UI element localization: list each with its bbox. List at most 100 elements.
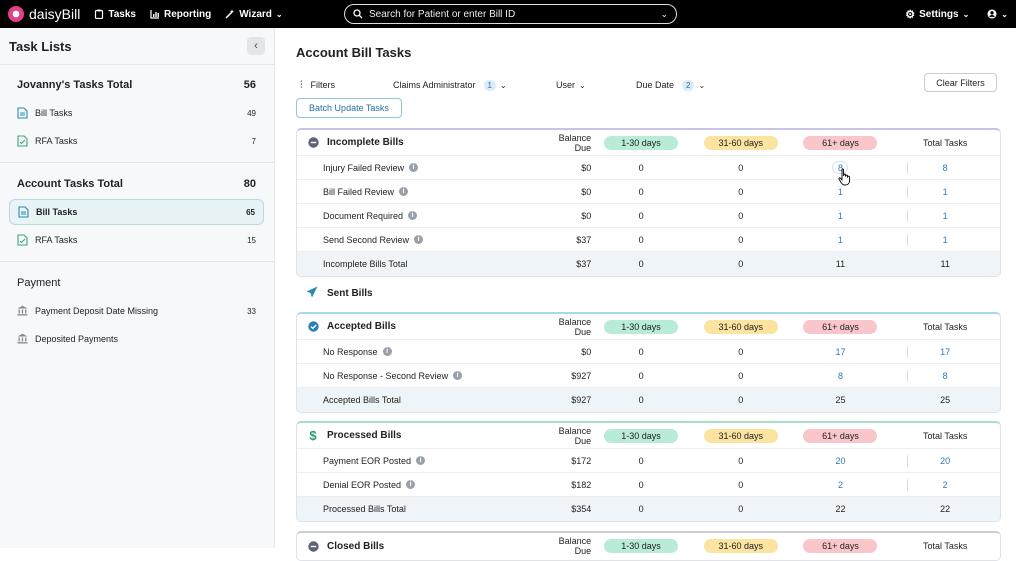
user-menu[interactable]: ⌄ [987,9,1008,19]
col-31-60-days: 31-60 days [691,135,791,150]
col-31-60-days: 31-60 days [691,319,791,334]
badge-61-plus: 61+ days [803,319,878,334]
badge-31-60: 31-60 days [703,539,778,553]
info-icon[interactable]: i [399,187,409,196]
sidebar-item-my-rfa-tasks[interactable]: RFA Tasks 7 [9,128,264,154]
row-total-link[interactable]: 1 [942,234,948,245]
sidebar-item-count: 7 [251,136,256,146]
sidebar-item-count: 49 [247,108,256,118]
row-balance: $182 [571,479,592,490]
total-row-name: Incomplete Bills Total [323,259,408,269]
card-title[interactable]: $ Processed Bills [297,428,541,443]
table-row: Denial EOR Posted i $182 0 0 2 2 [297,473,1000,497]
clear-filters-button[interactable]: Clear Filters [924,73,997,92]
total-61-plus: 22 [835,504,846,514]
total-total: 22 [940,504,951,514]
row-61-plus-link[interactable]: 8 [832,161,849,174]
row-total-link[interactable]: 2 [942,479,948,490]
info-icon[interactable]: i [453,371,463,380]
row-name: Send Second Review [323,234,410,245]
row-balance: $0 [581,162,592,173]
collapse-sidebar-button[interactable]: ‹ [247,37,265,55]
row-name-cell: Injury Failed Review i [297,163,541,173]
info-icon[interactable]: i [408,211,418,220]
section-title: Payment [17,277,61,289]
row-61-plus-link[interactable]: 1 [837,234,843,245]
info-icon[interactable]: i [409,163,419,172]
nav-reporting[interactable]: Reporting [150,9,211,20]
sent-bills-label: Sent Bills [327,288,373,299]
search-input[interactable]: Search for Patient or enter Bill ID [369,8,516,20]
patient-search[interactable]: Search for Patient or enter Bill ID ⌄ [344,4,677,24]
brand-name: daisyBill [29,6,81,22]
info-icon[interactable]: i [414,235,424,244]
row-total-link[interactable]: 20 [940,455,951,466]
row-total-link[interactable]: 8 [942,370,948,381]
page-title: Account Bill Tasks [296,45,412,60]
document-check-icon [17,135,29,147]
filter-label: User [556,80,576,90]
row-total-link[interactable]: 17 [940,346,951,357]
info-icon[interactable]: i [406,480,416,489]
sidebar-item-my-bill-tasks[interactable]: Bill Tasks 49 [9,100,264,126]
dollar-icon: $ [309,428,317,443]
row-1-30: 0 [638,186,644,197]
badge-61-plus: 61+ days [803,428,878,443]
row-total-link[interactable]: 8 [942,162,948,173]
row-61-plus-link[interactable]: 1 [837,210,843,221]
sidebar-section-header[interactable]: Account Tasks Total 80 [0,175,274,193]
brand-logo[interactable]: daisyBill [8,6,80,22]
chart-icon [150,10,159,19]
row-61-plus-link[interactable]: 20 [835,455,846,466]
sidebar-item-account-rfa-tasks[interactable]: RFA Tasks 15 [9,227,264,253]
batch-update-tasks-button[interactable]: Batch Update Tasks [296,98,402,118]
row-61-plus-link[interactable]: 8 [837,370,843,381]
row-61-plus-link[interactable]: 1 [837,186,843,197]
chevron-down-icon[interactable]: ⌄ [660,8,668,19]
row-1-30: 0 [638,479,644,490]
row-61-plus-cell: 8 [791,161,891,174]
divider [907,455,908,467]
total-balance: $37 [576,259,592,269]
nav-tasks[interactable]: Tasks [94,9,136,20]
card-title[interactable]: Closed Bills [297,540,541,552]
total-61-plus: 11 [835,259,846,269]
sidebar-item-label: Bill Tasks [35,108,73,118]
info-icon[interactable]: i [382,347,392,356]
sidebar-item-count: 65 [246,207,255,217]
filter-user[interactable]: User ⌄ [556,76,586,94]
info-icon[interactable]: i [416,456,426,465]
total-row: Accepted Bills Total $927 0 0 25 25 [297,388,1000,412]
nav-wizard[interactable]: Wizard ⌄ [225,9,283,20]
card-title[interactable]: Incomplete Bills [297,137,541,149]
row-name: No Response - Second Review [323,370,449,381]
filter-claims-administrator[interactable]: Claims Administrator 1 ⌄ [393,76,507,94]
settings-menu[interactable]: ⚙ Settings ⌄ [905,8,969,21]
filter-label: Claims Administrator [393,80,476,90]
closed-bills-card: Closed Bills Balance Due 1-30 days 31-60… [296,531,1001,561]
document-icon [17,107,29,119]
row-name-cell: Document Required i [297,211,541,221]
sidebar-item-account-bill-tasks[interactable]: Bill Tasks 65 [9,199,264,225]
row-1-30: 0 [638,234,644,245]
row-31-60: 0 [738,346,744,357]
total-row: Processed Bills Total $354 0 0 22 22 [297,497,1000,521]
sidebar-item-deposited-payments[interactable]: Deposited Payments [9,326,264,352]
card-title[interactable]: Accepted Bills [297,321,541,333]
sidebar-section-header[interactable]: Jovanny's Tasks Total 56 [0,76,274,94]
section-title: Jovanny's Tasks Total [17,79,133,91]
sidebar-item-payment-deposit-date-missing[interactable]: Payment Deposit Date Missing 33 [9,298,264,324]
total-31-60: 0 [738,395,744,405]
filter-due-date[interactable]: Due Date 2 ⌄ [636,76,705,94]
processed-bills-card: $ Processed Bills Balance Due 1-30 days … [296,421,1001,522]
row-61-plus-link[interactable]: 2 [837,479,843,490]
row-total-link[interactable]: 1 [942,210,948,221]
row-31-60: 0 [738,162,744,173]
user-avatar-icon [987,9,997,19]
sidebar-section-payment: Payment Payment Deposit Date Missing 33 … [0,262,274,360]
row-61-plus-link[interactable]: 17 [835,346,846,357]
sidebar-item-label: Payment Deposit Date Missing [35,306,159,316]
row-total-link[interactable]: 1 [942,186,948,197]
filters-toggle[interactable]: ⫶ Filters [300,76,335,94]
row-1-30: 0 [638,455,644,466]
